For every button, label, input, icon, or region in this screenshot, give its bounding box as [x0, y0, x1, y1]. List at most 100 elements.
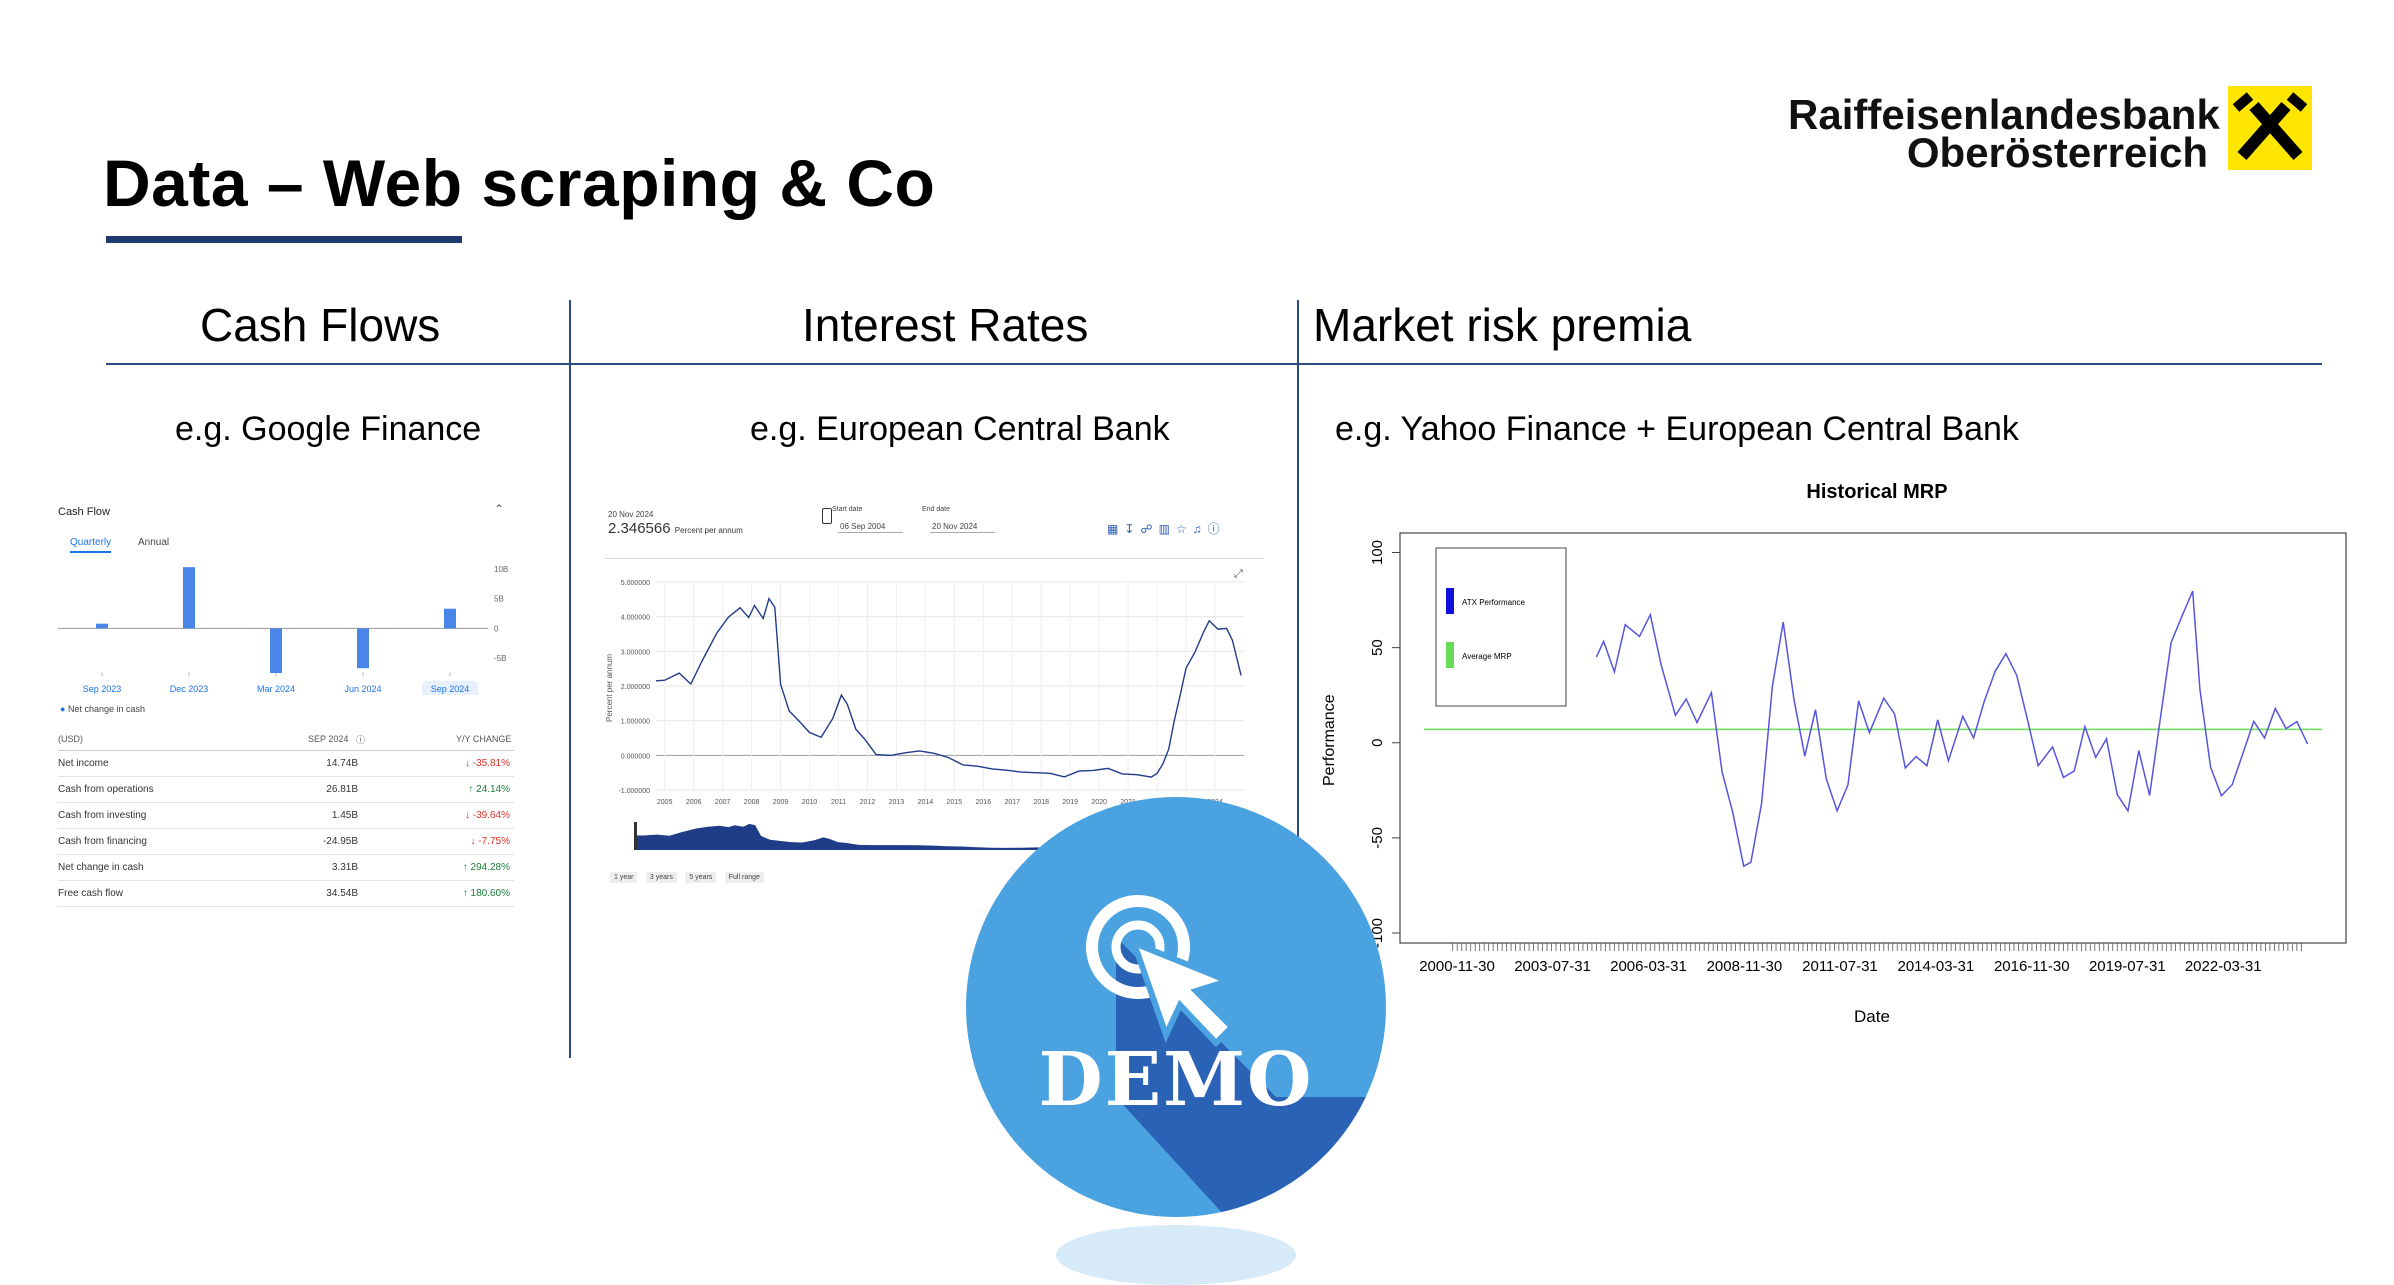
cf-bar — [270, 628, 282, 673]
ecb-x-tick: 2005 — [657, 799, 673, 806]
ecb-rate-chart: 5.000000 4.000000 3.000000 2.000000 1.000000… — [605, 580, 1244, 806]
chart-icon[interactable]: ▥ — [1158, 522, 1176, 536]
table-icon[interactable]: ▦ — [1107, 522, 1125, 536]
cash-flow-table: Net income 14.74B ↓ -35.81% Cash from opera… — [58, 750, 518, 910]
mrp-atx-line — [1595, 590, 2309, 868]
ecb-unit: Percent per annum — [674, 526, 743, 535]
mrp-y-tick: -50 — [1369, 827, 1386, 849]
tab-annual[interactable]: Annual — [138, 537, 170, 548]
ecb-toolbar: ▦↧☍▥☆♫ⓘ — [1107, 520, 1226, 537]
cf-y-tick: 0 — [494, 624, 499, 633]
mrp-x-tick: 2006-03-31 — [1610, 958, 1687, 975]
row-label: Free cash flow — [58, 888, 124, 899]
ecb-y-tick: 3.000000 — [621, 649, 650, 656]
navigator-left-handle[interactable] — [634, 822, 637, 850]
cf-y-tick: 5B — [494, 595, 504, 604]
mrp-x-tick: 2019-07-31 — [2089, 958, 2166, 975]
expand-icon[interactable]: ⤢ — [1234, 568, 1243, 580]
ecb-x-tick: 2019 — [1062, 799, 1078, 806]
cursor-icon — [1128, 937, 1237, 1048]
tab-quarterly[interactable]: Quarterly — [70, 537, 112, 553]
demo-reflection — [1056, 1225, 1296, 1285]
table-row: Net change in cash 3.31B ↑ 294.28% — [58, 854, 514, 881]
row-value: 14.74B — [326, 758, 358, 769]
ecb-separator — [604, 558, 1264, 559]
header-rule — [106, 363, 2322, 365]
ecb-y-tick: 5.000000 — [621, 580, 650, 587]
row-value: -24.95B — [322, 836, 358, 847]
cash-flow-legend: ● Net change in cash — [60, 704, 145, 714]
bank-logo-text: Raiffeisenlandesbank Oberösterreich — [1788, 94, 2220, 174]
cf-x-tick: Sep 2024 — [431, 684, 470, 694]
row-value: 34.54B — [326, 888, 358, 899]
range-5-years[interactable]: 5 years — [685, 872, 717, 883]
cf-x-tick: Jun 2024 — [344, 684, 381, 694]
range-full[interactable]: Full range — [724, 872, 764, 883]
slide-title: Data – Web scraping & Co — [103, 146, 936, 220]
legend-swatch-atx — [1446, 588, 1454, 614]
currency-label: (USD) — [58, 734, 83, 744]
legend-label: Net change in cash — [67, 704, 146, 714]
table-row: Cash from investing 1.45B ↓ -39.64% — [58, 802, 514, 829]
mrp-legend: ATX Performance Average MRP — [1435, 547, 1567, 707]
mrp-x-tick: 2003-07-31 — [1514, 958, 1591, 975]
ecb-y-tick: 0.000000 — [621, 753, 650, 760]
cart-icon[interactable]: ☍ — [1140, 522, 1159, 536]
mrp-y-tick: 50 — [1369, 639, 1386, 656]
click-ring-icon — [1086, 895, 1190, 999]
row-label: Cash from investing — [58, 810, 147, 821]
mrp-x-axis-label: Date — [1854, 1007, 1890, 1026]
ecb-x-tick: 2016 — [976, 799, 992, 806]
ecb-x-tick: 2020 — [1091, 799, 1107, 806]
column-header-cash-flows: Cash Flows — [200, 299, 441, 351]
cash-flow-table-header: (USD) SEP 2024 ⓘ Y/Y CHANGE — [58, 728, 514, 751]
table-row: Cash from financing -24.95B ↓ -7.75% — [58, 828, 514, 855]
ecb-value: 2.346566 — [608, 520, 671, 537]
ecb-navigator[interactable] — [634, 818, 1234, 854]
source-ecb: e.g. European Central Bank — [750, 410, 1170, 448]
start-date-input[interactable]: 06 Sep 2004 — [838, 521, 904, 533]
source-yahoo-ecb: e.g. Yahoo Finance + European Central Ba… — [1335, 410, 2019, 448]
ecb-x-tick: 2009 — [773, 799, 789, 806]
table-row: Cash from operations 26.81B ↑ 24.14% — [58, 776, 514, 803]
cash-flow-panel: Cash Flow ⌃ Quarterly Annual 10B 5B 0 -5B Se… — [58, 500, 518, 907]
cf-bar — [96, 623, 108, 629]
cf-bar — [357, 628, 369, 669]
ecb-x-tick: 2006 — [686, 799, 702, 806]
row-change: ↓ -7.75% — [470, 836, 510, 847]
demo-badge[interactable]: DEMO — [966, 797, 1386, 1217]
column-header-interest-rates: Interest Rates — [802, 299, 1089, 351]
mrp-x-tick: 2022-03-31 — [2185, 958, 2262, 975]
row-label: Net change in cash — [58, 862, 144, 873]
cf-bar — [183, 567, 195, 629]
star-icon[interactable]: ☆ — [1175, 522, 1193, 536]
mrp-y-tick: 100 — [1369, 540, 1386, 565]
cash-flow-title: Cash Flow — [58, 506, 110, 518]
mrp-x-tick: 2014-03-31 — [1897, 958, 1974, 975]
row-value: 1.45B — [331, 810, 358, 821]
cash-flow-bar-chart: 10B 5B 0 -5B Sep 2023 Dec 2023 Mar 2024 Jun 202… — [58, 565, 508, 695]
ecb-x-tick: 2012 — [860, 799, 876, 806]
mrp-x-tick: 2016-11-30 — [1994, 958, 2070, 975]
end-date-input[interactable]: 20 Nov 2024 — [930, 521, 996, 533]
bell-icon[interactable]: ♫ — [1192, 522, 1208, 536]
ecb-x-tick: 2008 — [744, 799, 760, 806]
column-divider-2 — [1297, 300, 1299, 840]
range-1-year[interactable]: 1 year — [610, 872, 638, 883]
range-3-years[interactable]: 3 years — [645, 872, 677, 883]
navigator-area — [634, 823, 1234, 850]
collapse-chevron-icon[interactable]: ⌃ — [494, 502, 505, 516]
ecb-x-tick: 2018 — [1033, 799, 1049, 806]
mrp-y-axis-label: Performance — [1321, 694, 1338, 786]
slider-handle-icon[interactable] — [822, 508, 832, 524]
cf-x-tick: Dec 2023 — [170, 684, 209, 694]
info-icon[interactable]: ⓘ — [356, 735, 366, 745]
download-icon[interactable]: ↧ — [1124, 522, 1141, 536]
info-circle-icon[interactable]: ⓘ — [1207, 522, 1226, 536]
cf-y-tick: -5B — [494, 654, 506, 663]
row-label: Cash from operations — [58, 784, 154, 795]
period-label: SEP 2024 — [308, 734, 349, 744]
cf-x-tick: Sep 2023 — [83, 684, 122, 694]
row-change: ↑ 24.14% — [468, 784, 510, 795]
